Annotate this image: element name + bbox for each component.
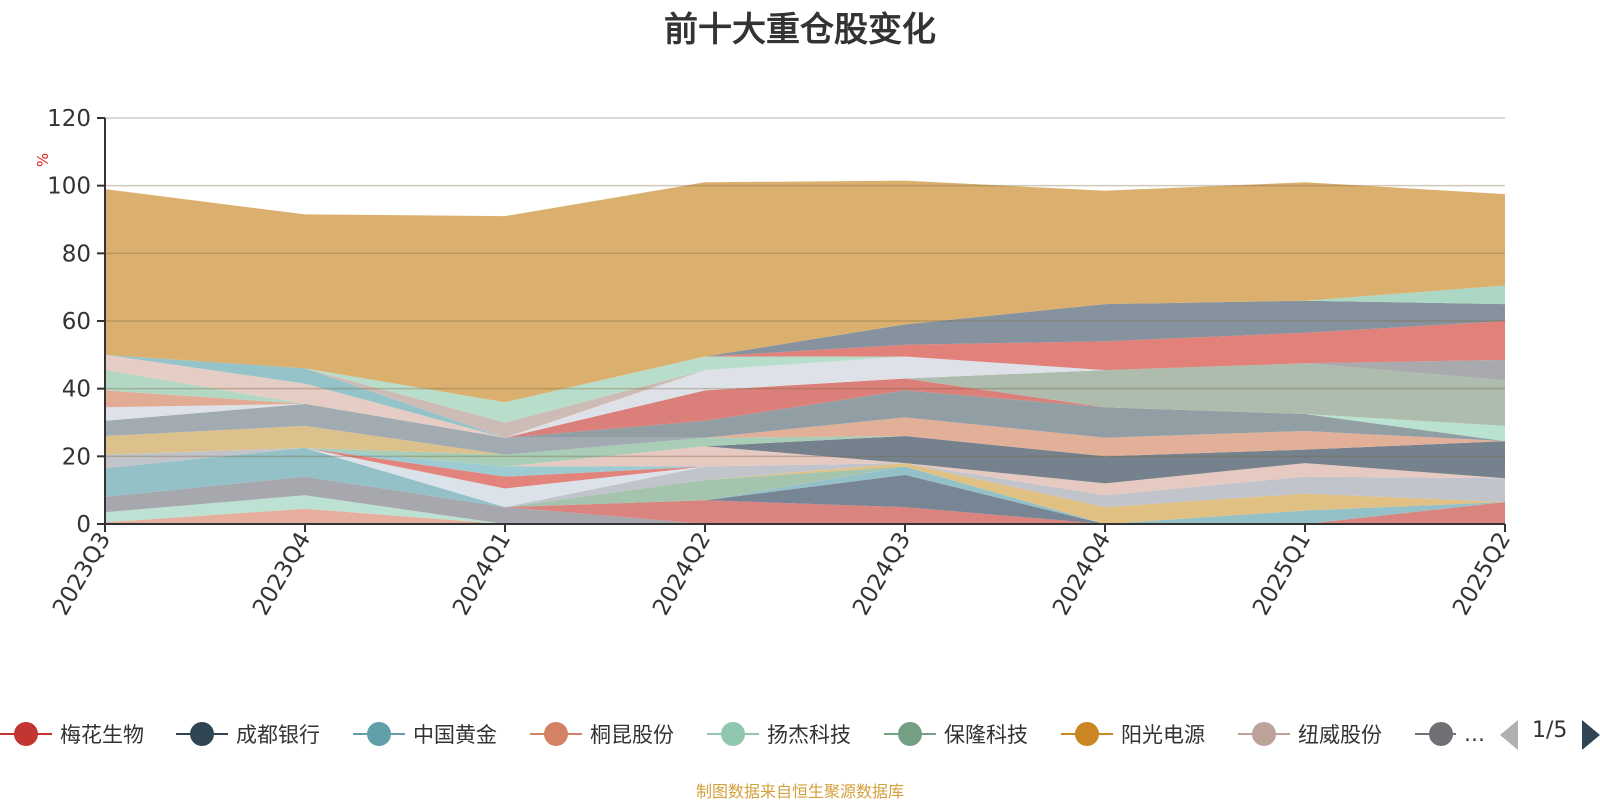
area-series-22 bbox=[105, 363, 1505, 438]
y-tick-label: 100 bbox=[47, 174, 91, 200]
area-series-21 bbox=[105, 378, 1505, 438]
legend-item[interactable]: 成都银行 bbox=[176, 716, 320, 752]
area-series-32 bbox=[105, 321, 1505, 403]
area-series-23 bbox=[105, 356, 1505, 438]
chart-title: 前十大重仓股变化 bbox=[664, 10, 936, 50]
area-series-14 bbox=[105, 436, 1505, 484]
legend-item[interactable]: 扬杰科技 bbox=[707, 716, 851, 752]
area-series-19 bbox=[105, 390, 1505, 442]
legend-label: 梅花生物 bbox=[60, 723, 144, 747]
area-series-34 bbox=[105, 285, 1505, 403]
legend-item[interactable]: 中国黄金 bbox=[353, 716, 497, 752]
legend-marker-icon bbox=[530, 722, 582, 746]
pager-prev-arrow-icon[interactable] bbox=[1500, 720, 1518, 750]
area-series-9 bbox=[105, 447, 1505, 508]
area-series-6 bbox=[105, 447, 1505, 524]
y-tick-label: 40 bbox=[62, 377, 91, 403]
x-tick-label: 2024Q2 bbox=[648, 528, 716, 620]
area-series-35 bbox=[105, 180, 1505, 403]
y-tick-label: 0 bbox=[76, 512, 91, 538]
legend-label: … bbox=[1464, 722, 1485, 746]
area-series-1 bbox=[105, 508, 1505, 524]
y-tick-label: 80 bbox=[62, 241, 91, 267]
x-tick-label: 2023Q3 bbox=[48, 528, 116, 620]
legend-marker-icon bbox=[1061, 722, 1113, 746]
legend-label: 保隆科技 bbox=[944, 723, 1028, 747]
y-axis-label: % bbox=[34, 153, 52, 167]
x-tick-label: 2024Q1 bbox=[448, 528, 516, 620]
x-tick-label: 2025Q2 bbox=[1448, 528, 1516, 620]
y-tick-label: 60 bbox=[62, 309, 91, 335]
area-series-18 bbox=[105, 403, 1505, 455]
pager-next-arrow-icon[interactable] bbox=[1582, 720, 1600, 750]
legend-label: 桐昆股份 bbox=[590, 723, 674, 747]
legend-item[interactable]: 纽威股份 bbox=[1238, 716, 1382, 752]
x-tick-label: 2025Q1 bbox=[1248, 528, 1316, 620]
legend-item[interactable]: 梅花生物 bbox=[0, 716, 144, 752]
source-note: 制图数据来自恒生聚源数据库 bbox=[695, 782, 904, 801]
legend-label: 中国黄金 bbox=[413, 723, 497, 747]
area-series-28 bbox=[105, 354, 1505, 438]
y-tick-label: 120 bbox=[47, 106, 91, 132]
legend-pager: 1/5 bbox=[1500, 716, 1600, 752]
pager-text: 1/5 bbox=[1532, 718, 1568, 743]
area-series-8 bbox=[105, 447, 1505, 524]
legend-marker-icon bbox=[353, 722, 405, 746]
area-series-3 bbox=[105, 476, 1505, 524]
legend-marker-icon bbox=[1415, 722, 1456, 746]
legend-marker-icon bbox=[1238, 722, 1290, 746]
legend-marker-icon bbox=[707, 722, 759, 746]
x-tick-label: 2024Q4 bbox=[1048, 528, 1116, 620]
legend-label: 纽威股份 bbox=[1298, 723, 1382, 747]
area-series-2 bbox=[105, 495, 1505, 524]
area-series-13 bbox=[105, 446, 1505, 496]
area-series-5 bbox=[105, 474, 1505, 524]
area-series-29 bbox=[105, 354, 1505, 423]
area-series-4 bbox=[105, 476, 1505, 524]
legend-marker-icon bbox=[0, 722, 52, 746]
legend-item[interactable]: 保隆科技 bbox=[884, 716, 1028, 752]
gridlines bbox=[105, 117, 1505, 458]
legend-label: 阳光电源 bbox=[1121, 723, 1205, 747]
area-series-16 bbox=[105, 417, 1505, 457]
y-tick-label: 20 bbox=[62, 444, 91, 470]
area-series-33 bbox=[105, 300, 1505, 403]
legend: 梅花生物 成都银行 中国黄金 桐昆股份 扬杰科技 保隆科技 阳光电源 纽威股份 … bbox=[0, 716, 1600, 752]
legend-item[interactable]: 阳光电源 bbox=[1061, 716, 1205, 752]
legend-label: 扬杰科技 bbox=[767, 723, 851, 747]
legend-item[interactable]: 桐昆股份 bbox=[530, 716, 674, 752]
area-layers bbox=[105, 180, 1505, 524]
legend-item[interactable]: … bbox=[1415, 716, 1485, 752]
area-series-15 bbox=[105, 436, 1505, 467]
area-series-27 bbox=[105, 354, 1505, 438]
legend-label: 成都银行 bbox=[236, 723, 320, 747]
legend-marker-icon bbox=[176, 722, 228, 746]
legend-marker-icon bbox=[884, 722, 936, 746]
area-series-10 bbox=[105, 447, 1505, 508]
stacked-area-chart: 0 20 40 60 80 100 120% 2023Q3 2023Q4 2024Q1 2024Q2… bbox=[34, 106, 1516, 620]
x-tick-label: 2023Q4 bbox=[248, 528, 316, 620]
x-tick-label: 2024Q3 bbox=[848, 528, 916, 620]
